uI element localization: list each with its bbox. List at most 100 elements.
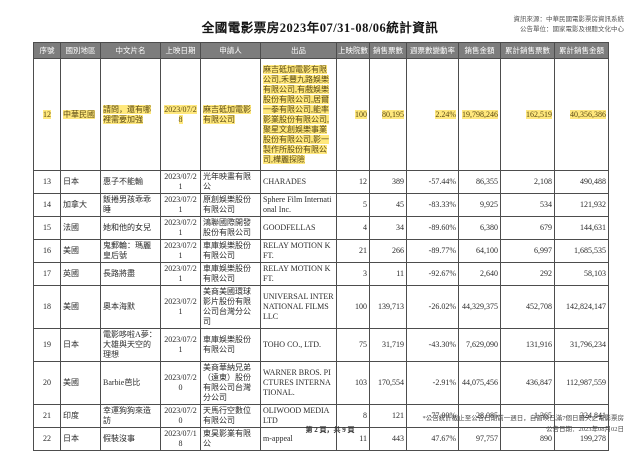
cell-cum-amount: 58,103 [554,262,609,286]
cell-weekly-change: -83.33% [406,193,459,217]
cell-cum-amount: 324,841 [554,404,609,428]
cell-title: 鬼郵輪：瑪麗皇后號 [100,239,161,263]
cell-cum-amount: 121,932 [554,193,609,217]
page-number: 第 2 頁，共 9 頁 [305,426,355,434]
cell-theaters: 12 [336,170,370,194]
cell-cum-tickets: 162,519 [500,58,555,171]
cell-applicant: 美商美國環球影片股份有限公司台灣分公司 [200,285,261,329]
cell-theaters: 100 [336,285,370,329]
cell-release-date: 2023/07/21 [160,285,201,329]
table-row: 13 日本 惠子不能輸 2023/07/21 光年映畫有限公 CHARADES … [33,170,609,194]
header-country: 國別地區 [60,42,101,59]
table-row: 19 日本 電影哆啦A夢：大雄與天空的理想 2023/07/21 車庫娛樂股份有… [33,328,609,362]
cell-sales-amount: 2,640 [458,262,501,286]
cell-title: 幸運狗狗來造訪 [100,404,161,428]
cell-cum-amount: 112,987,559 [554,361,609,405]
cell-producer: RELAY MOTION KFT. [260,262,337,286]
cell-applicant: 原創娛樂股份有限公司 [200,193,261,217]
cell-theaters: 75 [336,328,370,362]
cell-release-date: 2023/07/18 [160,427,201,451]
cell-weekly-change: -92.67% [406,262,459,286]
page-title: 全國電影票房2023年07/31-08/06統計資訊 [201,21,439,35]
cell-title: 奧本海默 [100,285,161,329]
table-row: 14 加拿大 飯捲男孩乖乖睡 2023/07/21 原創娛樂股份有限公司 Sph… [33,193,609,217]
cell-weekly-change: 47.67% [406,427,459,451]
cell-seq: 17 [33,262,61,286]
cell-applicant: 美商華納兄弟（遠東）股份有限公司台灣分公司 [200,361,261,405]
source-info: 資訊來源：中華民國電影票房資訊系統 公告單位：國家電影及視聽文化中心 [514,15,625,35]
table-row: 17 英國 長路將盡 2023/07/21 車庫娛樂股份有限公司 RELAY M… [33,262,609,286]
cell-sales-amount: 64,100 [458,239,501,263]
table-row: 15 法國 她和他的女兒 2023/07/21 鴻聯國際開發股份有限公司 GOO… [33,216,609,240]
cell-sales-amount: 44,075,456 [458,361,501,405]
cell-tickets: 266 [369,239,407,263]
cell-country: 中華民國 [60,58,101,171]
cell-applicant: 光年映畫有限公 [200,170,261,194]
cell-release-date: 2023/07/21 [160,262,201,286]
cell-producer: CHARADES [260,170,337,194]
cell-producer: Sphere Film International Inc. [260,193,337,217]
cell-cum-amount: 1,685,535 [554,239,609,263]
cell-cum-amount: 490,488 [554,170,609,194]
cell-tickets: 139,713 [369,285,407,329]
cell-tickets: 11 [369,262,407,286]
cell-weekly-change: -89.60% [406,216,459,240]
cell-producer: RELAY MOTION KFT. [260,239,337,263]
cell-country: 美國 [60,239,101,263]
cell-release-date: 2023/07/28 [160,58,201,171]
table-row: 16 美國 鬼郵輪：瑪麗皇后號 2023/07/21 車庫娛樂股份有限公司 RE… [33,239,609,263]
cell-seq: 18 [33,285,61,329]
cell-producer: OLIWOOD MEDIA LTD [260,404,337,428]
cell-theaters: 103 [336,361,370,405]
cell-country: 美國 [60,361,101,405]
cell-weekly-change: -26.02% [406,285,459,329]
source-line: 資訊來源：中華民國電影票房資訊系統 [513,16,625,23]
cell-cum-amount: 199,278 [554,427,609,451]
cell-cum-amount: 142,824,147 [554,285,609,329]
cell-theaters: 5 [336,193,370,217]
cell-tickets: 170,554 [369,361,407,405]
cell-producer: TOHO CO., LTD. [260,328,337,362]
cell-weekly-change: -89.77% [406,239,459,263]
cell-theaters: 8 [336,404,370,428]
cell-sales-amount: 44,329,375 [458,285,501,329]
cell-release-date: 2023/07/21 [160,216,201,240]
cell-cum-tickets: 436,847 [500,361,555,405]
header-tickets: 銷售票數 [369,42,407,59]
cell-applicant: 車庫娛樂股份有限公司 [200,328,261,362]
cell-weekly-change: -2.91% [406,361,459,405]
cell-seq: 14 [33,193,61,217]
table-row: 20 美國 Barbie芭比 2023/07/20 美商華納兄弟（遠東）股份有限… [33,361,609,405]
cell-release-date: 2023/07/21 [160,239,201,263]
cell-title: 惠子不能輸 [100,170,161,194]
cell-release-date: 2023/07/21 [160,170,201,194]
cell-seq: 19 [33,328,61,362]
cell-cum-tickets: 131,916 [500,328,555,362]
cell-country: 印度 [60,404,101,428]
cell-cum-tickets: 6,997 [500,239,555,263]
cell-country: 法國 [60,216,101,240]
header-title: 中文片名 [100,42,161,59]
header-producer: 出品 [260,42,337,59]
cell-release-date: 2023/07/20 [160,361,201,405]
cell-country: 日本 [60,170,101,194]
cell-seq: 16 [33,239,61,263]
cell-weekly-change: -57.44% [406,170,459,194]
cell-country: 英國 [60,262,101,286]
cell-seq: 12 [33,58,61,171]
cell-sales-amount: 9,925 [458,193,501,217]
header-weekly-change: 週票數變動率 [406,42,459,59]
cell-theaters: 3 [336,262,370,286]
header-release-date: 上映日期 [160,42,201,59]
cell-applicant: 車庫娛樂股份有限公司 [200,239,261,263]
footnotes: *公告統計截止至公告日期前一週日，自首映已滿7個日曆天之電影票房 公告日期：20… [423,413,625,435]
cell-country: 日本 [60,328,101,362]
cell-country: 美國 [60,285,101,329]
cell-country: 加拿大 [60,193,101,217]
cell-tickets: 443 [369,427,407,451]
cell-weekly-change: 2.24% [406,58,459,171]
table-row: 21 印度 幸運狗狗來造訪 2023/07/20 天馬行空數位有限公司 OLIW… [33,404,609,428]
boxoffice-table: 序號 國別地區 中文片名 上映日期 申請人 出品 上映院數 銷售票數 週票數變動… [33,42,609,451]
cell-cum-tickets: 890 [500,427,555,451]
